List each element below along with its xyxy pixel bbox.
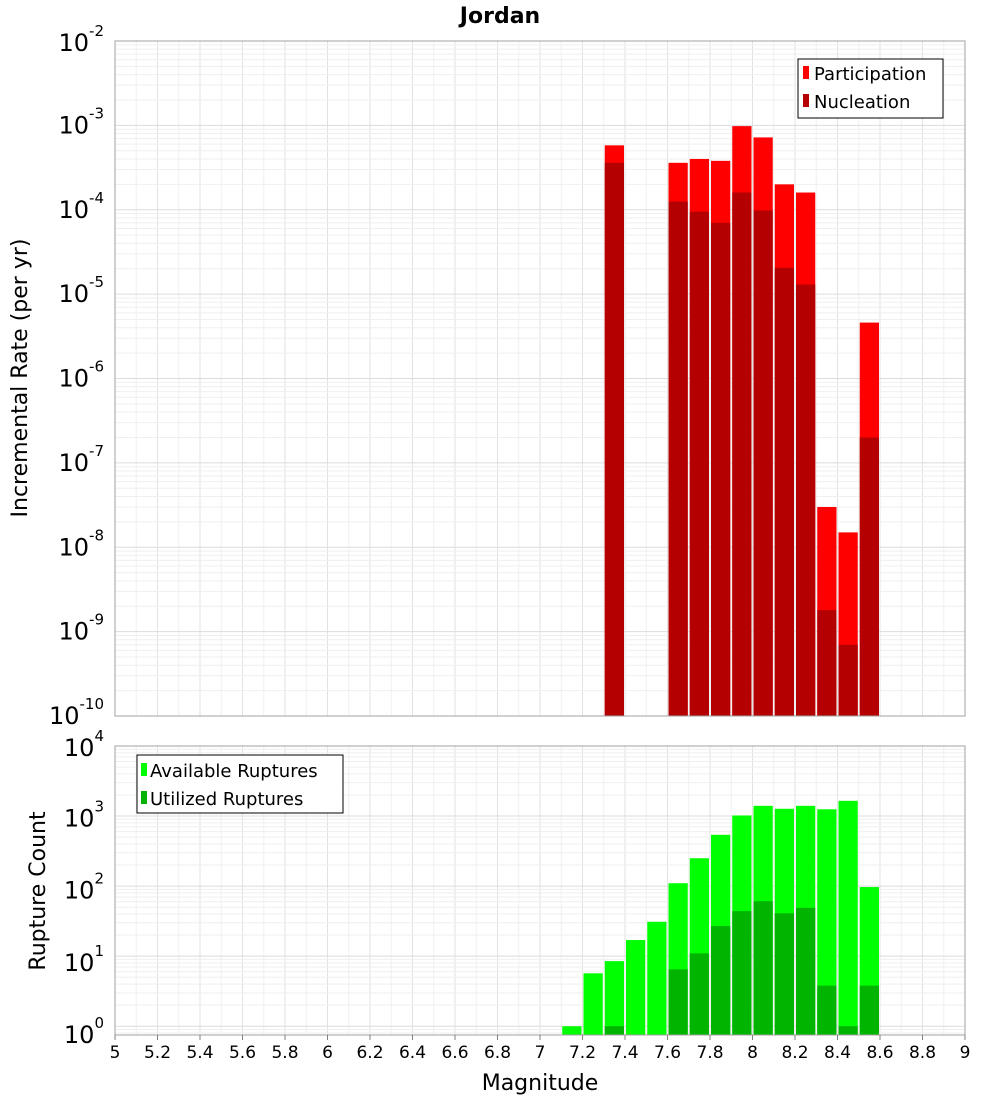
bottom-y-ticks: 100 101 102 103 104	[64, 727, 104, 1049]
bottom-bars	[562, 800, 879, 1035]
legend-label-available: Available Ruptures	[150, 761, 318, 782]
top-bars	[604, 126, 879, 717]
bottom-bar-available-ruptures	[647, 921, 667, 1035]
top-bar-nucleation	[838, 644, 858, 716]
legend-label-participation: Participation	[814, 64, 926, 85]
top-y-tick-label: 10-2	[58, 22, 104, 57]
bottom-y-axis-title: Rupture Count	[26, 811, 51, 971]
bottom-bar-utilized-ruptures	[604, 1026, 624, 1035]
top-bar-nucleation	[604, 162, 624, 716]
top-bar-nucleation	[796, 284, 816, 716]
bottom-bar-available-ruptures	[562, 1026, 582, 1035]
bottom-y-tick-label: 104	[64, 727, 104, 762]
chart-title: Jordan	[458, 4, 540, 29]
legend-label-utilized: Utilized Ruptures	[150, 789, 303, 810]
x-axis-title: Magnitude	[482, 1071, 599, 1096]
top-bar-nucleation	[689, 211, 709, 716]
bottom-bar-utilized-ruptures	[859, 985, 879, 1035]
x-tick-label: 5.6	[229, 1043, 256, 1063]
top-y-tick-label: 10-9	[58, 611, 104, 646]
x-tick-label: 7.2	[569, 1043, 596, 1063]
top-bar-nucleation	[732, 192, 752, 717]
top-y-axis-title: Incremental Rate (per yr)	[8, 239, 33, 518]
x-tick-label: 6.2	[356, 1043, 383, 1063]
bottom-bar-utilized-ruptures	[838, 1026, 858, 1035]
top-bar-nucleation	[753, 210, 773, 716]
x-tick-label: 9	[960, 1043, 971, 1063]
bottom-y-tick-label: 102	[64, 870, 104, 905]
top-y-tick-label: 10-8	[58, 526, 104, 561]
x-tick-label: 7.6	[654, 1043, 681, 1063]
bottom-bar-available-ruptures	[583, 973, 603, 1035]
bottom-bar-available-ruptures	[838, 800, 858, 1035]
top-grid	[114, 40, 966, 717]
bottom-bar-utilized-ruptures	[732, 911, 752, 1035]
bottom-y-tick-label: 101	[64, 942, 104, 977]
bottom-bar-utilized-ruptures	[796, 907, 816, 1035]
bottom-y-tick-label: 103	[64, 797, 104, 832]
bottom-legend-box	[136, 754, 344, 814]
bottom-bar-utilized-ruptures	[817, 985, 837, 1035]
x-tick-label: 5.2	[144, 1043, 171, 1063]
bottom-legend: Available Ruptures Utilized Ruptures	[136, 754, 344, 814]
legend-swatch-nucleation	[803, 94, 809, 107]
top-y-ticks: 10-10 10-9 10-8 10-7 10-6 10-5 10-4 10-3 10-2	[49, 22, 104, 730]
x-tick-label: 5.4	[186, 1043, 213, 1063]
top-bar-nucleation	[859, 437, 879, 716]
top-y-tick-label: 10-4	[58, 189, 104, 224]
top-y-tick-label: 10-5	[58, 273, 104, 308]
bottom-bar-utilized-ruptures	[711, 925, 731, 1035]
x-tick-label: 8.2	[781, 1043, 808, 1063]
top-plot-frame	[114, 40, 966, 717]
x-tick-label: 5	[110, 1043, 121, 1063]
x-tick-label: 8.8	[909, 1043, 936, 1063]
top-bar-nucleation	[711, 222, 731, 716]
x-tick-label: 8	[747, 1043, 758, 1063]
bottom-bar-utilized-ruptures	[753, 901, 773, 1035]
bottom-bar-available-ruptures	[604, 961, 624, 1035]
top-bar-nucleation	[774, 267, 794, 716]
top-y-tick-label: 10-3	[58, 104, 104, 139]
x-tick-label: 5.8	[271, 1043, 298, 1063]
top-y-tick-label: 10-10	[49, 695, 104, 730]
bottom-bar-utilized-ruptures	[668, 969, 688, 1035]
x-tick-label: 7.8	[696, 1043, 723, 1063]
legend-swatch-utilized	[141, 791, 147, 804]
bottom-y-tick-label: 100	[64, 1014, 104, 1049]
top-bar-nucleation	[668, 201, 688, 716]
x-tick-label: 7	[535, 1043, 546, 1063]
x-tick-label: 8.4	[824, 1043, 851, 1063]
x-tick-label: 6.4	[399, 1043, 426, 1063]
x-tick-label: 6.6	[441, 1043, 468, 1063]
legend-swatch-participation	[803, 66, 809, 79]
top-y-tick-label: 10-6	[58, 358, 104, 393]
bottom-bar-utilized-ruptures	[774, 913, 794, 1035]
bottom-bar-available-ruptures	[817, 809, 837, 1035]
x-tick-label: 8.6	[866, 1043, 893, 1063]
x-tick-label: 7.4	[611, 1043, 638, 1063]
x-tick-label: 6	[322, 1043, 333, 1063]
top-legend-box	[797, 58, 944, 119]
bottom-bar-utilized-ruptures	[689, 953, 709, 1035]
x-tick-label: 6.8	[484, 1043, 511, 1063]
bottom-bar-available-ruptures	[626, 940, 646, 1035]
top-legend: Participation Nucleation	[797, 58, 944, 119]
top-y-tick-label: 10-7	[58, 442, 104, 477]
top-bar-nucleation	[817, 610, 837, 716]
x-axis-ticks: 5 5.2 5.4 5.6 5.8 6 6.2 6.4 6.6 6.8 7 7.2 7.4 7.6 7.8 8…	[110, 1035, 971, 1063]
legend-label-nucleation: Nucleation	[814, 92, 910, 113]
legend-swatch-available	[141, 763, 147, 776]
